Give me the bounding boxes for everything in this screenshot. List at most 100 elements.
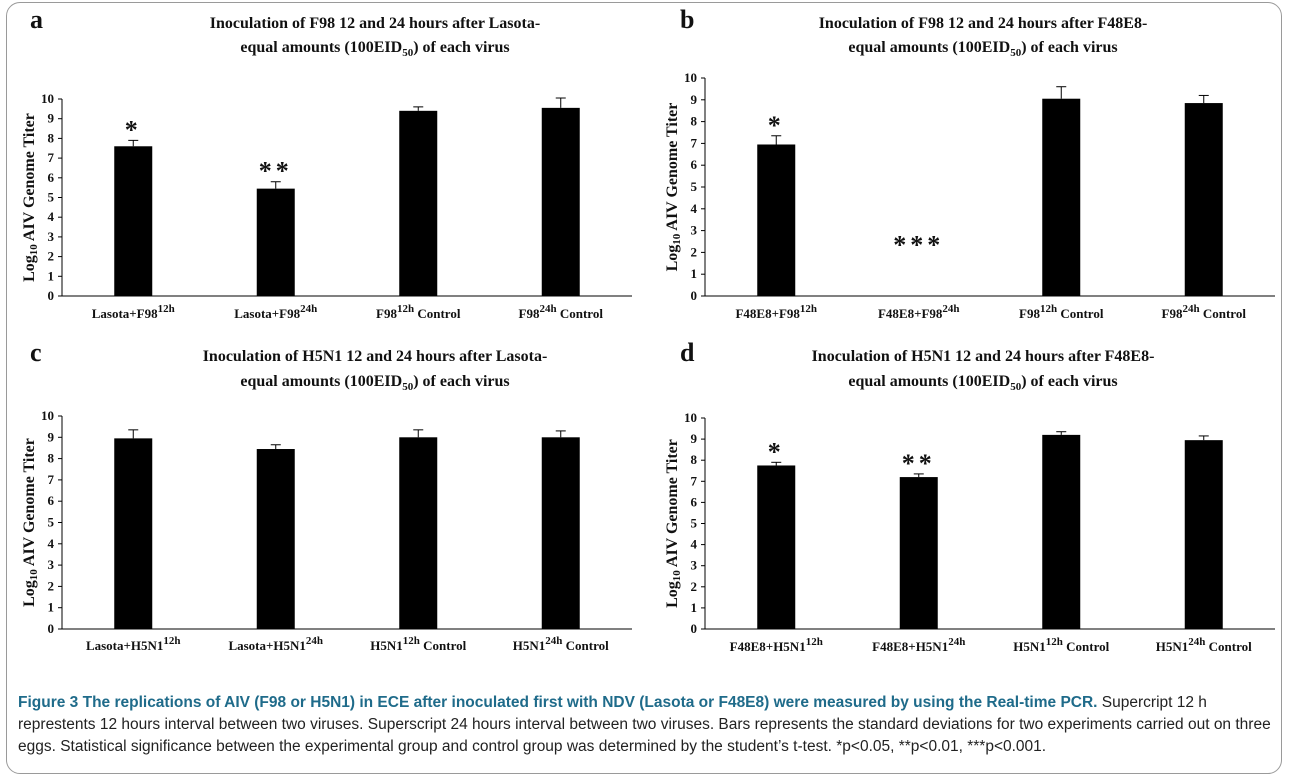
x-tick-label: F9812h Control	[1019, 303, 1104, 321]
panel-letter: a	[30, 5, 43, 34]
x-tick-label: F48E8+F9824h	[878, 303, 960, 321]
y-tick-label: 1	[48, 600, 55, 615]
x-tick-label: F9812h Control	[376, 303, 461, 321]
bar	[899, 477, 938, 629]
significance-label: *	[768, 111, 785, 140]
y-tick-label: 3	[48, 229, 55, 244]
y-tick-label: 0	[691, 288, 698, 303]
bar	[1042, 98, 1081, 297]
y-tick-label: 8	[48, 451, 55, 466]
chart-panel-c: c Inoculation of H5N1 12 and 24 hours aft…	[21, 338, 632, 653]
y-tick-label: 9	[48, 429, 55, 444]
bar	[541, 437, 580, 629]
bar	[114, 438, 153, 629]
x-tick-label: F9824h Control	[519, 303, 604, 321]
y-tick-label: 5	[48, 515, 55, 530]
y-axis-label: Log10 AIV Genome Titer	[664, 439, 683, 608]
chart-panel-b: b Inoculation of F98 12 and 24 hours afte…	[664, 5, 1275, 321]
y-axis-label: Log10 AIV Genome Titer	[21, 113, 40, 282]
y-tick-label: 5	[691, 179, 698, 194]
chart-title-line1: Inoculation of H5N1 12 and 24 hours afte…	[812, 348, 1155, 365]
bar	[399, 437, 438, 629]
y-tick-label: 0	[691, 621, 698, 636]
x-tick-label: Lasota+H5N112h	[86, 635, 181, 653]
y-tick-label: 2	[48, 249, 55, 264]
panel-letter: d	[680, 338, 695, 367]
y-tick-label: 0	[48, 288, 55, 303]
bar	[256, 449, 295, 629]
y-tick-label: 6	[691, 494, 698, 509]
y-axis-label: Log10 AIV Genome Titer	[21, 438, 40, 607]
bar	[541, 107, 580, 297]
significance-label: **	[902, 449, 936, 478]
y-tick-label: 8	[691, 452, 698, 467]
figure-caption: Figure 3 The replications of AIV (F98 or…	[18, 692, 1273, 758]
y-tick-label: 8	[48, 130, 55, 145]
chart-title-line2: equal amounts (100EID50) of each virus	[240, 39, 509, 59]
x-tick-label: F9824h Control	[1162, 303, 1247, 321]
y-tick-label: 2	[691, 579, 698, 594]
y-tick-label: 7	[48, 150, 55, 165]
y-tick-label: 6	[691, 157, 698, 172]
y-tick-label: 5	[691, 516, 698, 531]
y-tick-label: 2	[48, 578, 55, 593]
y-tick-label: 10	[41, 91, 54, 106]
y-tick-label: 4	[691, 201, 698, 216]
chart-title-line2: equal amounts (100EID50) of each virus	[848, 373, 1117, 393]
y-tick-label: 7	[691, 473, 698, 488]
chart-panel-d: d Inoculation of H5N1 12 and 24 hours aft…	[664, 338, 1275, 654]
x-tick-label: F48E8+F9812h	[735, 303, 817, 321]
y-tick-label: 8	[691, 114, 698, 129]
caption-body: Supercript 12 h represtents 12 hours int…	[18, 694, 1271, 755]
y-tick-label: 7	[691, 135, 698, 150]
y-tick-label: 3	[691, 223, 698, 238]
significance-label: *	[768, 437, 785, 466]
bar	[1042, 434, 1081, 629]
x-tick-label: Lasota+F9812h	[92, 303, 175, 321]
chart-panel-a: a Inoculation of F98 12 and 24 hours afte…	[21, 5, 632, 321]
significance-label: ***	[893, 231, 944, 260]
bar	[757, 144, 796, 296]
y-tick-label: 9	[691, 92, 698, 107]
chart-title-line1: Inoculation of F98 12 and 24 hours after…	[819, 15, 1148, 32]
bar	[114, 146, 153, 296]
y-tick-label: 4	[48, 536, 55, 551]
panel-letter: c	[30, 338, 42, 367]
chart-title-line2: equal amounts (100EID50) of each virus	[240, 373, 509, 393]
y-tick-label: 7	[48, 472, 55, 487]
y-tick-label: 4	[691, 537, 698, 552]
y-tick-label: 6	[48, 493, 55, 508]
y-tick-label: 6	[48, 170, 55, 185]
y-tick-label: 10	[41, 408, 54, 423]
x-tick-label: H5N124h Control	[1156, 636, 1252, 654]
chart-title-line1: Inoculation of H5N1 12 and 24 hours afte…	[203, 348, 548, 365]
bar	[399, 110, 438, 296]
significance-label: **	[259, 157, 293, 186]
y-tick-label: 9	[48, 111, 55, 126]
bar	[1184, 440, 1223, 629]
x-tick-label: Lasota+H5N124h	[228, 635, 323, 653]
y-tick-label: 1	[691, 600, 698, 615]
bar	[757, 465, 796, 629]
y-tick-label: 10	[684, 70, 697, 85]
x-tick-label: F48E8+H5N124h	[872, 636, 965, 654]
y-tick-label: 3	[691, 558, 698, 573]
y-tick-label: 2	[691, 244, 698, 259]
bar	[256, 188, 295, 296]
caption-title: Figure 3 The replications of AIV (F98 or…	[18, 694, 1098, 711]
y-tick-label: 1	[691, 266, 698, 281]
y-axis-label: Log10 AIV Genome Titer	[664, 103, 683, 272]
bar	[1184, 103, 1223, 296]
y-tick-label: 1	[48, 268, 55, 283]
figure-panels: a Inoculation of F98 12 and 24 hours afte…	[21, 5, 1275, 654]
x-tick-label: H5N112h Control	[370, 635, 466, 653]
y-tick-label: 4	[48, 209, 55, 224]
y-tick-label: 0	[48, 621, 55, 636]
x-tick-label: F48E8+H5N112h	[730, 636, 823, 654]
y-tick-label: 5	[48, 190, 55, 205]
x-tick-label: H5N124h Control	[513, 635, 609, 653]
chart-title-line1: Inoculation of F98 12 and 24 hours after…	[210, 15, 540, 32]
significance-label: *	[125, 115, 142, 144]
panel-letter: b	[680, 5, 694, 34]
y-tick-label: 10	[684, 410, 697, 425]
